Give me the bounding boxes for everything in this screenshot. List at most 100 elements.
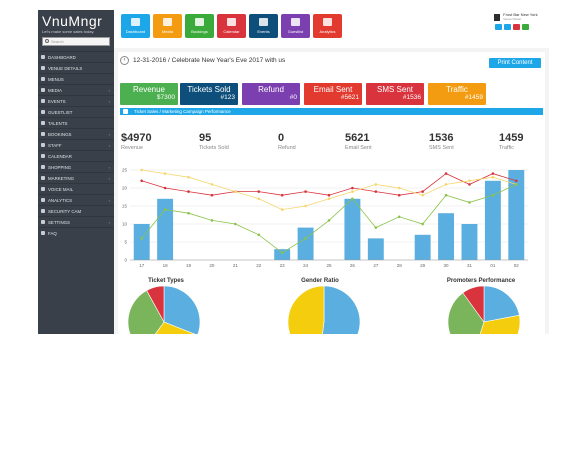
bookings-icon [41, 132, 45, 136]
series-point [421, 190, 424, 193]
x-tick-label: 22 [256, 263, 262, 268]
x-tick-label: 25 [326, 263, 332, 268]
y-tick-label: 15 [122, 204, 128, 209]
y-tick-label: 25 [122, 168, 128, 173]
tile-bookings[interactable]: Bookings [185, 14, 214, 38]
tile-calendar[interactable]: Calendar [217, 14, 246, 38]
series-point [397, 193, 401, 197]
pie-slice [154, 321, 196, 334]
user-action-button-2[interactable] [504, 24, 511, 30]
pie-slice [322, 286, 361, 334]
calendar-icon [41, 154, 45, 158]
bar [297, 227, 314, 260]
sidebar-item-label: Shopping [48, 164, 72, 170]
x-tick-label: 27 [373, 263, 379, 268]
app-window: VnuMngr Let's make some sales today. Sea… [38, 10, 549, 334]
security-cam-icon [41, 209, 45, 213]
series-point [397, 215, 401, 219]
series-point [304, 237, 307, 240]
series-point [187, 211, 190, 215]
user-info[interactable]: Frost Bar New York Venue Owner [494, 13, 538, 21]
ticket-sales-chart: 0 5 10 15 20 25 17 18 19 20 21 22 23 24 25 26 27 28 29 30 31… [122, 168, 528, 268]
venue-details-icon [41, 66, 45, 70]
series-point [140, 179, 144, 183]
bar [157, 198, 174, 260]
user-action-button-3[interactable] [513, 24, 520, 30]
stat-email-sent[interactable]: Email Sent #5621 [304, 83, 362, 105]
sidebar-item-media[interactable]: Media ‹ [38, 84, 114, 95]
print-content-button[interactable]: Print Content [489, 58, 541, 68]
sidebar-item-label: Settings [48, 219, 70, 225]
chevron-left-icon: ‹ [108, 164, 110, 170]
sidebar-item-marketing[interactable]: Marketing ‹ [38, 172, 114, 183]
sidebar-item-guestlist[interactable]: Guestlist [38, 106, 114, 117]
sidebar-item-calendar[interactable]: Calendar [38, 150, 114, 161]
metric-label: Traffic [499, 145, 514, 151]
stat-traffic[interactable]: Traffic #1459 [428, 83, 486, 105]
metric-tickets-sold: 95 Tickets Sold [199, 132, 229, 151]
tile-events[interactable]: Events [249, 14, 278, 38]
sidebar-item-staff[interactable]: Staff ‹ [38, 139, 114, 150]
calendar-icon [227, 18, 236, 26]
metric-sms-sent: 1536 SMS Sent [429, 132, 454, 151]
metric-label: SMS Sent [429, 145, 454, 151]
sidebar-item-shopping[interactable]: Shopping ‹ [38, 161, 114, 172]
user-action-button-4[interactable] [522, 24, 529, 30]
x-tick-label: 23 [280, 263, 286, 268]
stat-revenue[interactable]: Revenue $7300 [120, 83, 178, 105]
sidebar-item-faq[interactable]: FAQ [38, 227, 114, 238]
sidebar-item-venue-details[interactable]: Venue Details [38, 62, 114, 73]
sidebar-item-menus[interactable]: Menus [38, 73, 114, 84]
metric-email-sent: 5621 Email Sent [345, 132, 372, 151]
media-icon [163, 18, 172, 26]
series-point [468, 179, 471, 183]
stat-refund[interactable]: Refund #0 [242, 83, 300, 105]
stat-sms-sent[interactable]: SMS Sent #1536 [366, 83, 424, 105]
bar [133, 224, 150, 260]
bar [508, 170, 525, 260]
back-button[interactable]: ‹ [120, 56, 129, 65]
bookings-icon [195, 18, 204, 26]
chevron-left-icon: ‹ [108, 219, 110, 225]
sidebar-item-events[interactable]: Events ‹ [38, 95, 114, 106]
sidebar-item-talents[interactable]: Talents [38, 117, 114, 128]
tile-media[interactable]: Media [153, 14, 182, 38]
sidebar-item-voice-mail[interactable]: Voice Mail [38, 183, 114, 194]
sidebar-item-label: Guestlist [48, 109, 73, 115]
tile-analytics[interactable]: Analytics [313, 14, 342, 38]
stat-tickets-sold[interactable]: Tickets Sold #123 [180, 83, 238, 105]
series-point [351, 190, 354, 193]
sidebar-item-bookings[interactable]: Bookings ‹ [38, 128, 114, 139]
analytics-icon [323, 18, 332, 26]
user-action-button-1[interactable] [495, 24, 502, 30]
brand-logo[interactable]: VnuMngr [42, 13, 103, 29]
sidebar-item-analytics[interactable]: Analytics ‹ [38, 194, 114, 205]
sidebar-item-label: Analytics [48, 197, 73, 203]
breadcrumb: 12-31-2016 / Celebrate New Year's Eve 20… [133, 57, 286, 64]
x-tick-label: 24 [303, 263, 309, 268]
series-point [280, 193, 284, 197]
sidebar-item-label: Bookings [48, 131, 72, 137]
sidebar-item-label: Calendar [48, 153, 72, 159]
series-point [421, 222, 424, 226]
talents-icon [41, 121, 45, 125]
tile-guestlist[interactable]: Guestlist [281, 14, 310, 38]
x-tick-label: 17 [139, 263, 145, 268]
analytics-icon [41, 198, 45, 202]
series-point [351, 186, 354, 190]
stat-value: #5621 [340, 94, 359, 101]
section-title: Ticket Sales / Marketing Campaign Perfor… [134, 109, 231, 114]
sidebar-item-dashboard[interactable]: Dashboard [38, 51, 114, 62]
staff-icon [41, 143, 45, 147]
sidebar-item-settings[interactable]: Settings ‹ [38, 216, 114, 227]
stat-label: SMS Sent [376, 85, 413, 94]
tile-label: Media [162, 29, 173, 34]
sidebar-item-label: Talents [48, 120, 68, 126]
search-input[interactable]: Search [42, 37, 110, 46]
stat-label: Tickets Sold [187, 85, 231, 94]
series-point [444, 183, 448, 186]
chevron-left-icon: ‹ [108, 142, 110, 148]
series-point [304, 204, 307, 208]
tile-dashboard[interactable]: Dashboard [121, 14, 150, 38]
sidebar-item-security-cam[interactable]: Security Cam [38, 205, 114, 216]
